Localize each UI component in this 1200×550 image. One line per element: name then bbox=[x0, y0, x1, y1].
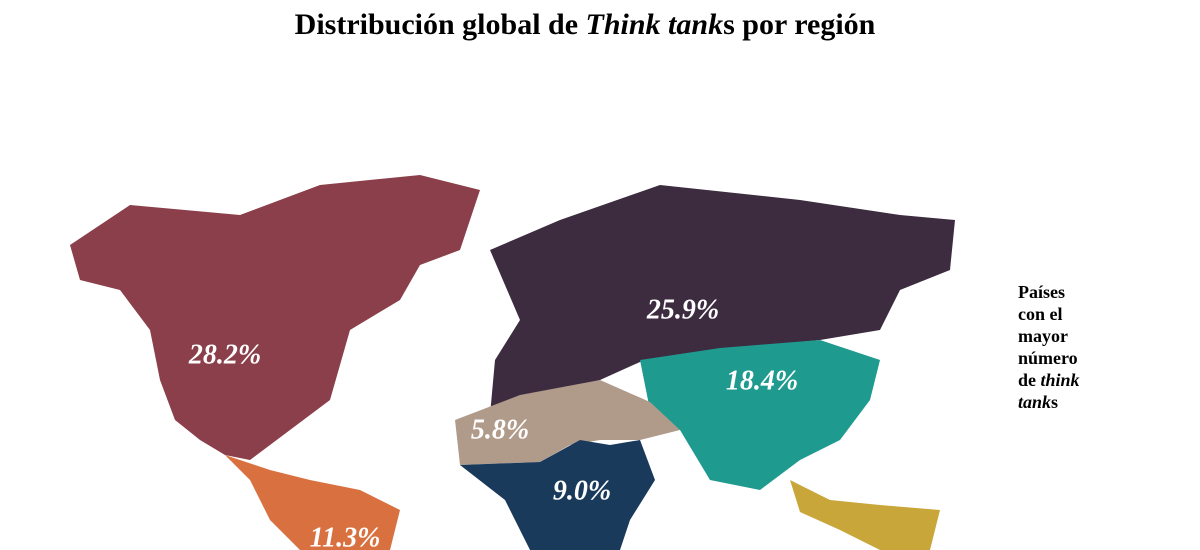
note-line: mayor bbox=[1018, 326, 1068, 346]
side-note: Países con el mayor número de think tanks bbox=[1018, 282, 1080, 412]
value-label: 11.3% bbox=[310, 522, 381, 550]
value-label: 18.4% bbox=[726, 365, 798, 396]
note-line: tank bbox=[1018, 392, 1051, 412]
value-label: 25.9% bbox=[646, 294, 719, 325]
regions bbox=[70, 175, 955, 550]
region bbox=[460, 440, 655, 550]
region bbox=[225, 455, 400, 550]
region bbox=[70, 175, 480, 460]
title-part: Think tank bbox=[586, 8, 724, 41]
region bbox=[455, 380, 680, 465]
value-label: 9.0% bbox=[553, 475, 611, 506]
region bbox=[490, 185, 955, 415]
value-label: 28.2% bbox=[188, 339, 261, 370]
note-line: de bbox=[1018, 370, 1041, 390]
note-part: s bbox=[1051, 392, 1058, 412]
title: Distribución global de Think tanks por r… bbox=[295, 8, 876, 41]
title-part: Distribución global de bbox=[295, 8, 586, 41]
note-part: think bbox=[1041, 370, 1080, 390]
value-label: 5.8% bbox=[471, 414, 529, 445]
note-line: número bbox=[1018, 348, 1078, 368]
value-labels: 28.2% 11.3% 25.9% 18.4% 5.8% 9.0% bbox=[188, 294, 798, 550]
region bbox=[640, 340, 880, 490]
oceania-region bbox=[790, 480, 940, 550]
note-line: con el bbox=[1018, 304, 1063, 324]
title-part: s por región bbox=[723, 8, 876, 41]
note-line: Países bbox=[1018, 282, 1065, 302]
